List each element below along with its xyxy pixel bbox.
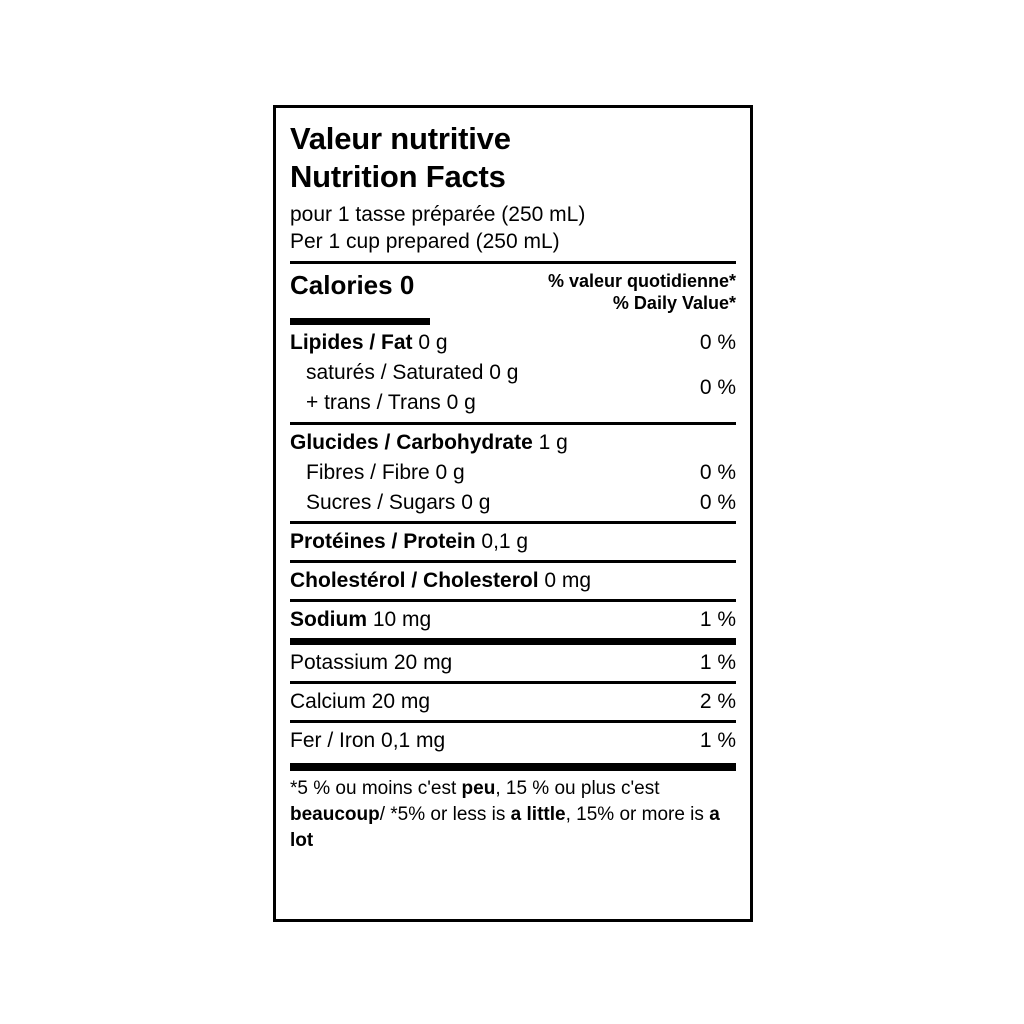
protein-separator: /: [385, 530, 404, 553]
calcium-percent: 2 %: [699, 690, 736, 713]
divider-after-carbohydrate: [290, 521, 736, 524]
divider-before-footnote: [290, 763, 736, 771]
divider-after-sodium: [290, 638, 736, 645]
daily-value-header: % valeur quotidienne* % Daily Value*: [548, 270, 736, 314]
nutrient-label-sodium: Sodium 10 mg: [290, 605, 690, 635]
nutrient-group-saturated-trans: saturés / Saturated 0 g + trans / Trans …: [290, 358, 736, 418]
divider-after-cholesterol: [290, 599, 736, 602]
footnote-bold-beaucoup: beaucoup: [290, 804, 380, 825]
nutrient-label-sugars: Sucres / Sugars 0 g: [306, 491, 491, 514]
footnote-part-4: , 15% or more is: [565, 804, 710, 825]
daily-value-header-en: % Daily Value*: [612, 293, 736, 313]
nutrient-label-fibre: Fibres / Fibre 0 g: [306, 461, 465, 484]
nutrient-row-potassium: Potassium 20 mg 1 %: [290, 645, 736, 681]
serving-size-en: Per 1 cup prepared (250 mL): [290, 230, 560, 253]
nutrient-label-protein: Protéines / Protein 0,1 g: [290, 527, 726, 557]
nutrient-row-iron: Fer / Iron 0,1 mg 1 %: [290, 723, 736, 759]
carbohydrate-separator: /: [378, 431, 397, 454]
nutrient-label-trans: + trans / Trans 0 g: [306, 391, 476, 414]
nutrient-row-fat: Lipides / Fat 0 g 0 %: [290, 325, 736, 358]
footnote-bold-peu: peu: [461, 778, 496, 799]
divider-after-protein: [290, 560, 736, 563]
footnote-bold-a-little: a little: [510, 804, 566, 825]
nutrient-row-sugars: Sucres / Sugars 0 g 0 %: [290, 488, 736, 521]
protein-name-en: Protein: [403, 530, 476, 553]
sugars-percent: 0 %: [699, 491, 736, 514]
daily-value-header-fr: % valeur quotidienne*: [547, 271, 736, 291]
nutrient-label-saturated: saturés / Saturated 0 g: [306, 361, 519, 384]
footnote-bold-a-lot: a lot: [290, 804, 720, 851]
nutrient-row-cholesterol: Cholestérol / Cholesterol 0 mg: [290, 563, 736, 599]
carbohydrate-amount: 1 g: [532, 431, 568, 454]
nutrient-label-cholesterol: Cholestérol / Cholesterol 0 mg: [290, 566, 726, 596]
serving-size-fr: pour 1 tasse préparée (250 mL): [290, 203, 586, 226]
panel-title-fr: Valeur nutritive: [290, 121, 511, 156]
protein-name-fr: Protéines: [290, 530, 386, 553]
calories-and-dv-header: Calories 0 % valeur quotidienne* % Daily…: [290, 264, 736, 314]
nutrient-row-fibre: Fibres / Fibre 0 g 0 %: [290, 458, 736, 488]
cholesterol-name-en: Cholesterol: [423, 569, 539, 592]
footnote-text: *5 % ou moins c'est peu, 15 % ou plus c'…: [290, 771, 736, 854]
cholesterol-amount: 0 mg: [538, 569, 592, 592]
nutrient-row-carbohydrate: Glucides / Carbohydrate 1 g: [290, 425, 736, 458]
fat-name-en: Fat: [381, 331, 413, 354]
nutrient-label-fat: Lipides / Fat 0 g: [290, 328, 690, 358]
nutrient-row-sodium: Sodium 10 mg 1 %: [290, 602, 736, 638]
panel-title-en: Nutrition Facts: [290, 159, 506, 194]
carbohydrate-name-fr: Glucides: [290, 431, 379, 454]
saturated-trans-labels: saturés / Saturated 0 g + trans / Trans …: [290, 358, 690, 418]
calories-value: Calories 0: [290, 270, 415, 300]
carbohydrate-name-en: Carbohydrate: [396, 431, 533, 454]
divider-after-calcium: [290, 720, 736, 723]
calories-underline-bar: [290, 318, 430, 325]
nutrient-label-potassium: Potassium 20 mg: [290, 651, 453, 674]
saturated-trans-percent: 0 %: [699, 376, 736, 399]
divider-after-serving: [290, 261, 736, 264]
nutrient-row-protein: Protéines / Protein 0,1 g: [290, 524, 736, 560]
divider-after-fat: [290, 422, 736, 425]
fat-percent: 0 %: [699, 331, 736, 354]
fibre-percent: 0 %: [699, 461, 736, 484]
fat-name-fr: Lipides: [290, 331, 364, 354]
fat-separator: /: [363, 331, 382, 354]
footnote-part-3: / *5% or less is: [379, 804, 511, 825]
nutrient-label-carbohydrate: Glucides / Carbohydrate 1 g: [290, 428, 726, 458]
footnote-part-2: , 15 % ou plus c'est: [495, 778, 660, 799]
divider-after-potassium: [290, 681, 736, 684]
cholesterol-name-fr: Cholestérol: [290, 569, 406, 592]
fat-amount: 0 g: [412, 331, 448, 354]
protein-amount: 0,1 g: [475, 530, 529, 553]
cholesterol-separator: /: [405, 569, 424, 592]
footnote-part-1: *5 % ou moins c'est: [290, 778, 462, 799]
sodium-percent: 1 %: [699, 608, 736, 631]
sodium-name: Sodium: [290, 608, 367, 631]
nutrition-facts-panel: Valeur nutritive Nutrition Facts pour 1 …: [273, 105, 753, 922]
potassium-percent: 1 %: [699, 651, 736, 674]
nutrient-row-calcium: Calcium 20 mg 2 %: [290, 684, 736, 720]
sodium-amount: 10 mg: [367, 608, 432, 631]
nutrient-label-calcium: Calcium 20 mg: [290, 690, 431, 713]
iron-percent: 1 %: [699, 729, 736, 752]
nutrient-label-iron: Fer / Iron 0,1 mg: [290, 729, 446, 752]
